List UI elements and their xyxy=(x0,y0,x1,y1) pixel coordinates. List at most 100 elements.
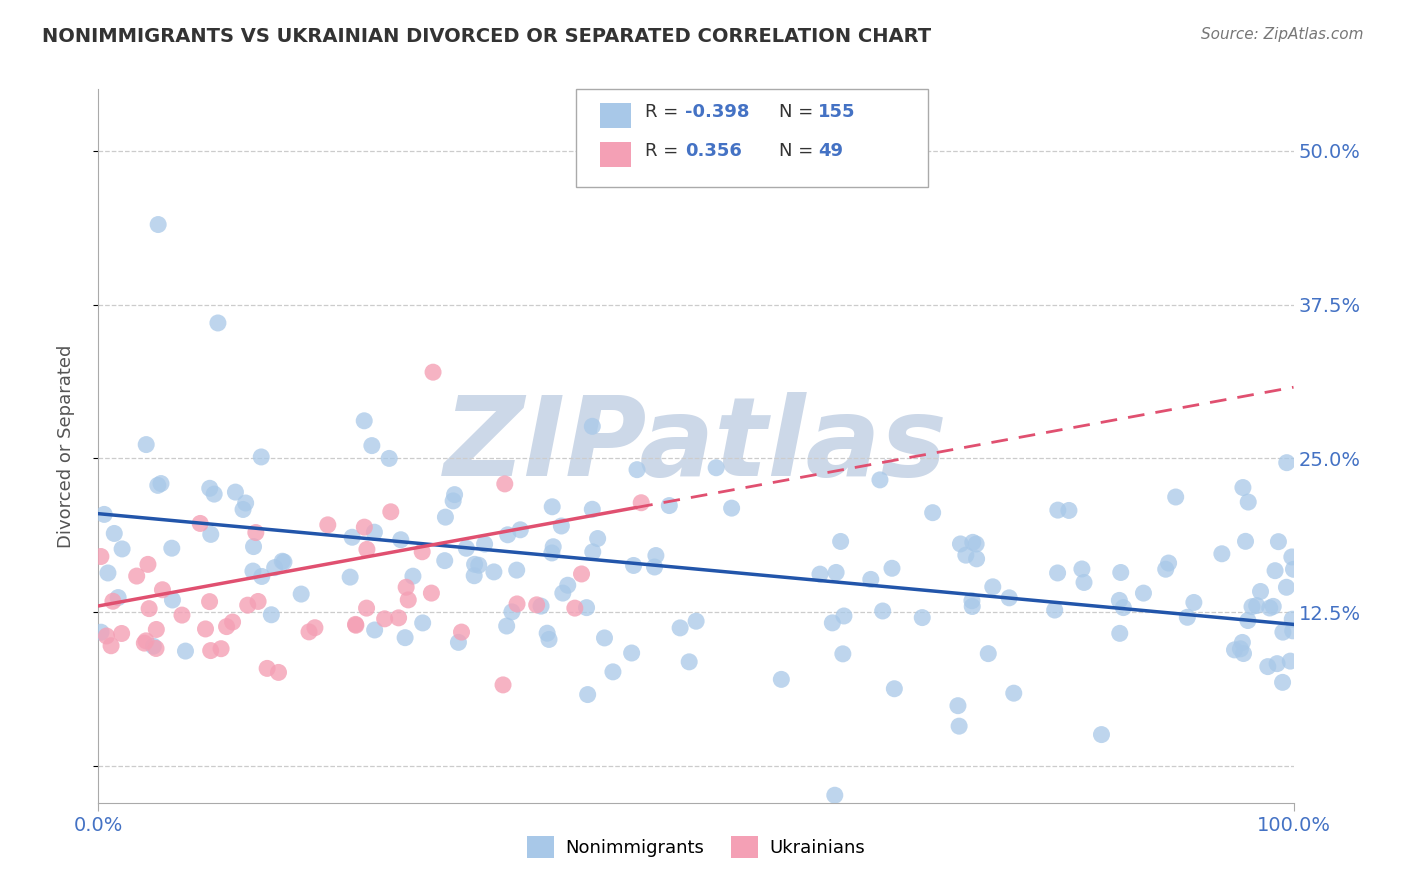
Point xyxy=(242,564,264,578)
Point xyxy=(215,619,238,633)
Point xyxy=(1073,575,1095,590)
Point xyxy=(340,530,363,544)
Point xyxy=(90,549,112,564)
Point xyxy=(981,580,1004,594)
Point xyxy=(250,450,273,464)
Point xyxy=(575,600,598,615)
Point xyxy=(1112,600,1135,615)
Point xyxy=(174,644,197,658)
Point xyxy=(492,678,515,692)
Point xyxy=(564,601,586,615)
Point xyxy=(495,619,517,633)
Point xyxy=(209,641,232,656)
Point xyxy=(965,537,987,551)
Point xyxy=(145,641,167,656)
Point xyxy=(496,528,519,542)
Point xyxy=(1237,495,1260,509)
Point xyxy=(581,419,603,434)
Point xyxy=(236,598,259,612)
Point xyxy=(883,681,905,696)
Point xyxy=(378,451,401,466)
Point xyxy=(551,586,574,600)
Point xyxy=(107,591,129,605)
Point xyxy=(298,624,321,639)
Text: N =: N = xyxy=(779,142,818,160)
Point xyxy=(396,593,419,607)
Point xyxy=(434,510,457,524)
Text: -0.398: -0.398 xyxy=(685,103,749,120)
Point xyxy=(960,593,983,607)
Point xyxy=(138,601,160,615)
Point xyxy=(960,599,983,614)
Point xyxy=(1250,584,1272,599)
Point xyxy=(1246,599,1268,613)
Point xyxy=(704,460,727,475)
Point xyxy=(433,554,456,568)
Point xyxy=(103,526,125,541)
Point xyxy=(463,568,485,582)
Point xyxy=(537,632,560,647)
Point xyxy=(482,565,505,579)
Point xyxy=(412,615,434,630)
Point xyxy=(1211,547,1233,561)
Point xyxy=(505,563,527,577)
Point xyxy=(1234,534,1257,549)
Point xyxy=(494,476,516,491)
Point xyxy=(160,541,183,556)
Point xyxy=(221,615,243,629)
Point xyxy=(142,639,165,653)
Point xyxy=(198,481,221,495)
Point xyxy=(962,535,984,549)
Point xyxy=(1043,603,1066,617)
Point xyxy=(1240,599,1263,614)
Point xyxy=(273,555,295,569)
Point xyxy=(1267,534,1289,549)
Point xyxy=(194,622,217,636)
Point xyxy=(464,558,486,572)
Point xyxy=(456,541,478,556)
Point xyxy=(557,578,579,592)
Point xyxy=(1057,503,1080,517)
Point xyxy=(832,609,855,624)
Point xyxy=(1046,566,1069,580)
Point xyxy=(630,496,652,510)
Point xyxy=(242,540,264,554)
Point xyxy=(1237,614,1260,628)
Point xyxy=(260,607,283,622)
Point xyxy=(256,661,278,675)
Point xyxy=(441,494,464,508)
Point xyxy=(111,626,134,640)
Text: R =: R = xyxy=(645,142,685,160)
Point xyxy=(1157,556,1180,570)
Point xyxy=(966,552,988,566)
Text: N =: N = xyxy=(779,103,818,120)
Point xyxy=(1281,612,1303,626)
Point xyxy=(821,615,844,630)
Point xyxy=(770,673,793,687)
Point xyxy=(198,594,221,608)
Point xyxy=(946,698,969,713)
Point xyxy=(202,487,225,501)
Point xyxy=(134,636,156,650)
Point xyxy=(955,548,977,562)
Point xyxy=(232,502,254,516)
Point xyxy=(1223,643,1246,657)
Point xyxy=(1282,562,1305,576)
Point xyxy=(395,580,418,594)
Point xyxy=(422,365,444,379)
Point xyxy=(356,601,378,615)
Point xyxy=(1263,599,1285,614)
Point xyxy=(250,569,273,583)
Point xyxy=(402,569,425,583)
Point xyxy=(188,516,211,531)
Point xyxy=(1258,601,1281,615)
Point xyxy=(1070,562,1092,576)
Point xyxy=(720,501,742,516)
Point xyxy=(245,525,267,540)
Point xyxy=(394,631,416,645)
Point xyxy=(93,508,115,522)
Point xyxy=(96,629,118,643)
Point xyxy=(541,540,564,554)
Point xyxy=(100,639,122,653)
Point xyxy=(146,478,169,492)
